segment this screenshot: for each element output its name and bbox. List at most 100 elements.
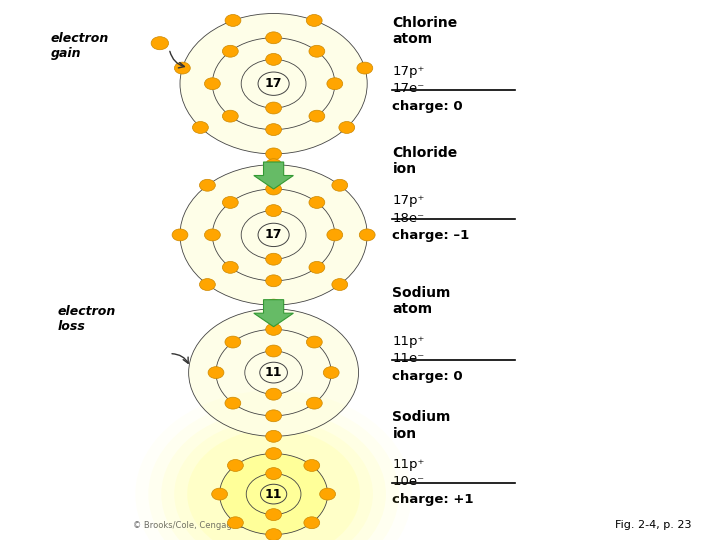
Text: © Brooks/Cole, Cengage Learning: © Brooks/Cole, Cengage Learning bbox=[133, 521, 276, 530]
Text: 11p⁺: 11p⁺ bbox=[392, 335, 425, 348]
Text: Chloride
ion: Chloride ion bbox=[392, 146, 458, 176]
Circle shape bbox=[309, 197, 325, 208]
Text: Sodium
atom: Sodium atom bbox=[392, 286, 451, 316]
Circle shape bbox=[204, 229, 220, 241]
Text: 17p⁺: 17p⁺ bbox=[392, 194, 425, 207]
Text: charge: 0: charge: 0 bbox=[392, 100, 463, 113]
Text: electron
gain: electron gain bbox=[50, 32, 109, 60]
Circle shape bbox=[192, 122, 208, 133]
Circle shape bbox=[266, 275, 282, 287]
Circle shape bbox=[332, 279, 348, 291]
Text: 17: 17 bbox=[265, 77, 282, 90]
Circle shape bbox=[220, 454, 328, 535]
Circle shape bbox=[266, 430, 282, 442]
Circle shape bbox=[174, 62, 190, 74]
Circle shape bbox=[228, 517, 243, 529]
Text: Sodium
ion: Sodium ion bbox=[392, 410, 451, 441]
Circle shape bbox=[187, 429, 360, 540]
Circle shape bbox=[304, 460, 320, 471]
Circle shape bbox=[228, 460, 243, 471]
Circle shape bbox=[180, 165, 367, 305]
Text: 11: 11 bbox=[265, 366, 282, 379]
Circle shape bbox=[323, 367, 339, 379]
Circle shape bbox=[222, 197, 238, 208]
Circle shape bbox=[266, 468, 282, 480]
Circle shape bbox=[307, 336, 323, 348]
Circle shape bbox=[172, 229, 188, 241]
Circle shape bbox=[258, 72, 289, 96]
Circle shape bbox=[204, 78, 220, 90]
Text: charge: +1: charge: +1 bbox=[392, 493, 474, 506]
Circle shape bbox=[332, 179, 348, 191]
Circle shape bbox=[306, 15, 322, 26]
Text: charge: 0: charge: 0 bbox=[392, 370, 463, 383]
Circle shape bbox=[266, 299, 282, 311]
Text: 11: 11 bbox=[265, 488, 282, 501]
Circle shape bbox=[266, 529, 282, 540]
Circle shape bbox=[266, 253, 282, 265]
Circle shape bbox=[180, 14, 367, 154]
Text: electron
loss: electron loss bbox=[58, 305, 116, 333]
Circle shape bbox=[266, 183, 282, 195]
Text: Fig. 2-4, p. 23: Fig. 2-4, p. 23 bbox=[615, 520, 691, 530]
Text: 17e⁻: 17e⁻ bbox=[392, 82, 425, 95]
Circle shape bbox=[266, 448, 282, 460]
Circle shape bbox=[189, 309, 359, 436]
Circle shape bbox=[320, 488, 336, 500]
Circle shape bbox=[225, 336, 240, 348]
Circle shape bbox=[266, 410, 282, 422]
Circle shape bbox=[222, 110, 238, 122]
Circle shape bbox=[266, 148, 282, 160]
Text: Chlorine
atom: Chlorine atom bbox=[392, 16, 458, 46]
Circle shape bbox=[222, 261, 238, 273]
Circle shape bbox=[225, 15, 241, 26]
Circle shape bbox=[261, 484, 287, 504]
Circle shape bbox=[258, 223, 289, 247]
Circle shape bbox=[266, 388, 282, 400]
Circle shape bbox=[199, 179, 215, 191]
Circle shape bbox=[161, 410, 386, 540]
Text: 11e⁻: 11e⁻ bbox=[392, 352, 425, 365]
Circle shape bbox=[357, 62, 373, 74]
Circle shape bbox=[266, 53, 282, 65]
Circle shape bbox=[216, 329, 331, 416]
Circle shape bbox=[246, 474, 301, 515]
Circle shape bbox=[266, 345, 282, 357]
Circle shape bbox=[266, 323, 282, 335]
Circle shape bbox=[199, 279, 215, 291]
Circle shape bbox=[151, 37, 168, 50]
Circle shape bbox=[260, 362, 287, 383]
Circle shape bbox=[174, 420, 373, 540]
Circle shape bbox=[266, 124, 282, 136]
Circle shape bbox=[359, 229, 375, 241]
Circle shape bbox=[307, 397, 323, 409]
Circle shape bbox=[241, 211, 306, 259]
Circle shape bbox=[304, 517, 320, 529]
Circle shape bbox=[208, 367, 224, 379]
Circle shape bbox=[266, 102, 282, 114]
Circle shape bbox=[266, 159, 282, 171]
Circle shape bbox=[266, 509, 282, 521]
Circle shape bbox=[148, 400, 399, 540]
Circle shape bbox=[245, 351, 302, 394]
Circle shape bbox=[309, 45, 325, 57]
Circle shape bbox=[266, 205, 282, 217]
Text: 11p⁺: 11p⁺ bbox=[392, 458, 425, 471]
Polygon shape bbox=[253, 162, 294, 189]
Circle shape bbox=[222, 45, 238, 57]
Circle shape bbox=[212, 488, 228, 500]
Circle shape bbox=[266, 32, 282, 44]
Circle shape bbox=[309, 261, 325, 273]
Circle shape bbox=[339, 122, 355, 133]
Circle shape bbox=[309, 110, 325, 122]
Text: 17: 17 bbox=[265, 228, 282, 241]
Text: 18e⁻: 18e⁻ bbox=[392, 212, 425, 225]
Text: charge: –1: charge: –1 bbox=[392, 230, 469, 242]
Circle shape bbox=[241, 59, 306, 108]
Circle shape bbox=[225, 397, 240, 409]
Circle shape bbox=[327, 78, 343, 90]
Text: 17p⁺: 17p⁺ bbox=[392, 65, 425, 78]
Polygon shape bbox=[253, 300, 294, 327]
Circle shape bbox=[212, 189, 335, 281]
Circle shape bbox=[327, 229, 343, 241]
